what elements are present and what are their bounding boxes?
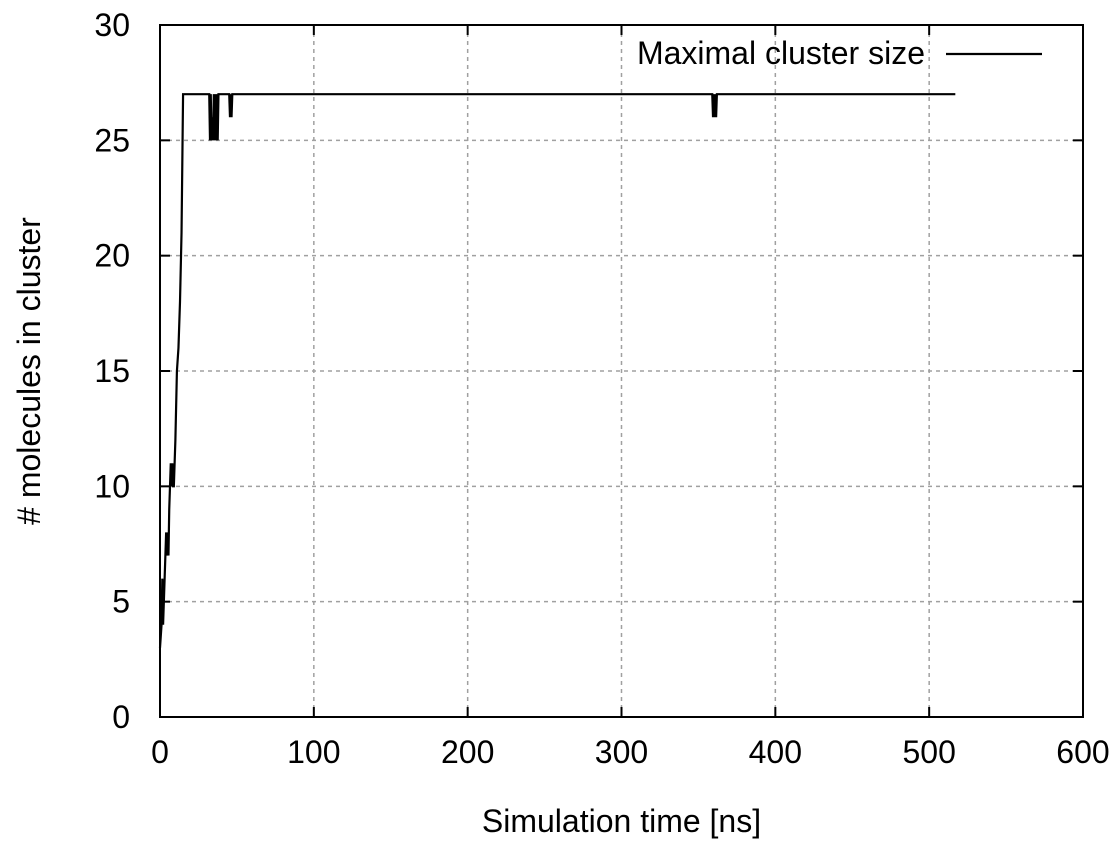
y-tick-label: 0 xyxy=(112,699,130,735)
y-tick-label: 15 xyxy=(94,353,130,389)
x-axis-label: Simulation time [ns] xyxy=(482,803,761,839)
x-tick-label: 100 xyxy=(287,734,340,770)
series-line-maximal-cluster-size xyxy=(158,93,956,648)
x-tick-label: 500 xyxy=(902,734,955,770)
y-tick-label: 20 xyxy=(94,238,130,274)
legend: Maximal cluster size xyxy=(637,35,1042,71)
y-tick-label: 5 xyxy=(112,584,130,620)
x-tick-label: 400 xyxy=(749,734,802,770)
x-tick-label: 600 xyxy=(1056,734,1109,770)
x-tick-label: 300 xyxy=(595,734,648,770)
y-tick-label: 10 xyxy=(94,468,130,504)
grid xyxy=(160,25,1083,717)
plot-frame xyxy=(159,24,1084,718)
y-tick-label: 30 xyxy=(94,7,130,43)
x-tick-label: 0 xyxy=(151,734,169,770)
y-tick-label: 25 xyxy=(94,122,130,158)
series-layer xyxy=(158,93,956,648)
axis-ticks: 0 100 200 300 400 500 600 0 5 10 15 20 25 30 xyxy=(94,7,1109,770)
legend-label: Maximal cluster size xyxy=(637,35,925,71)
y-axis-label: # molecules in cluster xyxy=(11,217,47,525)
x-tick-label: 200 xyxy=(441,734,494,770)
